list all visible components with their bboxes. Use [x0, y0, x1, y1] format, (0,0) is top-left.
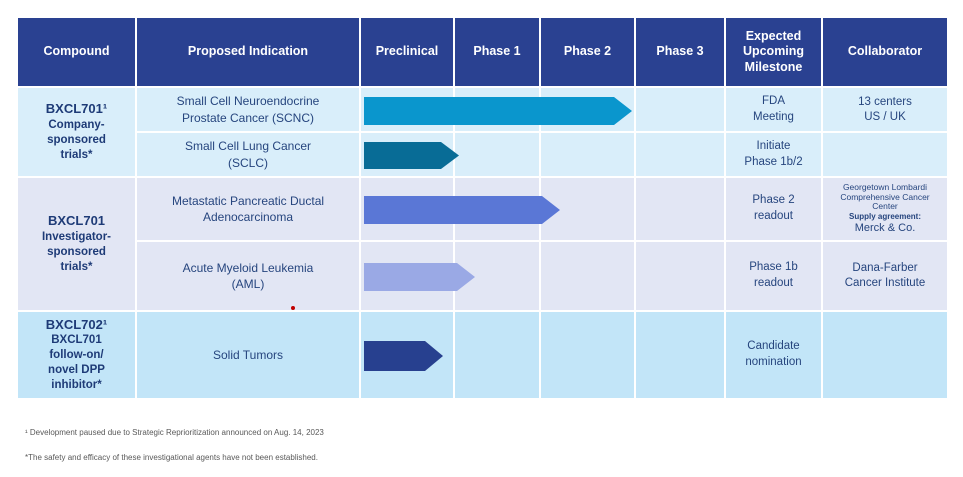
- phase-cell-phase3: [636, 88, 724, 131]
- collaborator-cell-scnc: 13 centers US / UK: [823, 88, 947, 131]
- column-header-phase-2: Phase 2: [541, 18, 634, 86]
- compound-title: BXCL702¹: [45, 317, 108, 332]
- collaborator-text: 13 centers US / UK: [858, 95, 912, 123]
- milestone-cell-solid-tumors: Candidate nomination: [726, 312, 821, 398]
- compound-cell-bxcl701-company: BXCL701¹ Company- sponsored trials*: [18, 88, 135, 176]
- phase-cell-phase2: [541, 242, 634, 310]
- footnotes: ¹ Development paused due to Strategic Re…: [25, 428, 324, 477]
- compound-title: BXCL701¹: [45, 101, 108, 117]
- column-header-collaborator: Collaborator: [823, 18, 947, 86]
- pipeline-table: Compound Proposed Indication Preclinical…: [18, 18, 947, 400]
- footnote-development-paused: ¹ Development paused due to Strategic Re…: [25, 428, 324, 437]
- milestone-cell-scnc: FDA Meeting: [726, 88, 821, 131]
- phase-cell-phase3: [636, 178, 724, 240]
- collaborator-cell-aml: Dana-Farber Cancer Institute: [823, 242, 947, 310]
- pipeline-grid: Compound Proposed Indication Preclinical…: [18, 18, 947, 400]
- collaborator-cell-pdac: Georgetown Lombardi Comprehensive Cancer…: [823, 178, 947, 240]
- collaborator-text: Georgetown Lombardi Comprehensive Cancer…: [840, 181, 930, 212]
- collaborator-partner: Merck & Co.: [854, 221, 916, 234]
- phase-cell-phase2: [541, 312, 634, 398]
- pipeline-arrow-sclc: [364, 142, 459, 169]
- collaborator-agreement-label: Supply agreement:: [848, 212, 921, 222]
- indication-cell-scnc: Small Cell Neuroendocrine Prostate Cance…: [137, 88, 359, 131]
- collaborator-text: Dana-Farber Cancer Institute: [844, 262, 926, 289]
- column-header-proposed-indication: Proposed Indication: [137, 18, 359, 86]
- indication-cell-solid-tumors: Solid Tumors: [137, 312, 359, 398]
- milestone-cell-sclc: Initiate Phase 1b/2: [726, 133, 821, 176]
- column-header-preclinical: Preclinical: [361, 18, 453, 86]
- phase-cell-phase2: [541, 133, 634, 176]
- compound-title: BXCL701: [47, 213, 106, 229]
- pipeline-arrow-pdac: [364, 196, 560, 224]
- indication-cell-aml: Acute Myeloid Leukemia (AML): [137, 242, 359, 310]
- compound-cell-bxcl702: BXCL702¹ BXCL701 follow-on/ novel DPP in…: [18, 312, 135, 398]
- compound-subtitle: BXCL701 follow-on/ novel DPP inhibitor*: [48, 334, 105, 392]
- collaborator-cell-solid-tumors: [823, 312, 947, 398]
- stray-red-mark: [291, 306, 295, 310]
- compound-subtitle: Company- sponsored trials*: [47, 118, 106, 161]
- milestone-cell-aml: Phase 1b readout: [726, 242, 821, 310]
- column-header-phase-3: Phase 3: [636, 18, 724, 86]
- compound-subtitle: Investigator- sponsored trials*: [41, 230, 111, 273]
- footnote-safety-efficacy: *The safety and efficacy of these invest…: [25, 452, 318, 462]
- phase-cell-phase1: [455, 133, 539, 176]
- collaborator-cell-sclc: [823, 133, 947, 176]
- phase-cell-phase3: [636, 312, 724, 398]
- pipeline-arrow-scnc: [364, 97, 632, 125]
- phase-cell-phase3: [636, 242, 724, 310]
- column-header-compound: Compound: [18, 18, 135, 86]
- indication-cell-pdac: Metastatic Pancreatic Ductal Adenocarcin…: [137, 178, 359, 240]
- pipeline-arrow-solid-tumors: [364, 341, 443, 371]
- indication-cell-sclc: Small Cell Lung Cancer (SCLC): [137, 133, 359, 176]
- column-header-expected-upcoming-milestone: Expected Upcoming Milestone: [726, 18, 821, 86]
- column-header-phase-1: Phase 1: [455, 18, 539, 86]
- pipeline-arrow-aml: [364, 263, 475, 291]
- phase-cell-phase3: [636, 133, 724, 176]
- compound-cell-bxcl701-investigator: BXCL701 Investigator- sponsored trials*: [18, 178, 135, 310]
- milestone-cell-pdac: Phase 2 readout: [726, 178, 821, 240]
- phase-cell-phase1: [455, 312, 539, 398]
